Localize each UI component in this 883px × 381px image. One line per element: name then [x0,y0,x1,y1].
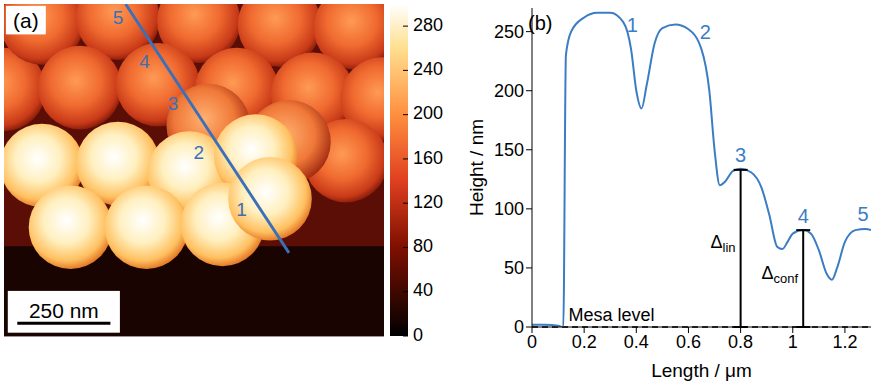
svg-text:(a): (a) [13,9,39,32]
svg-text:50: 50 [504,258,524,278]
svg-text:Length / μm: Length / μm [651,360,752,381]
svg-text:5: 5 [113,7,124,28]
svg-text:0.2: 0.2 [572,332,597,352]
svg-text:80: 80 [413,236,433,256]
svg-text:2: 2 [700,21,711,43]
html-text:(b): (b) [528,12,553,34]
svg-text:Δconf: Δconf [762,263,799,286]
svg-text:280: 280 [413,15,443,35]
svg-text:250: 250 [494,22,524,42]
svg-text:0.6: 0.6 [676,332,701,352]
svg-text:4: 4 [798,205,809,227]
svg-text:2: 2 [193,142,204,163]
svg-text:Δlin: Δlin [711,232,736,255]
svg-text:4: 4 [139,51,150,72]
svg-text:1: 1 [788,332,798,352]
svg-text:Height / nm: Height / nm [466,119,487,216]
svg-text:3: 3 [735,144,746,166]
svg-text:5: 5 [858,203,869,225]
svg-text:1: 1 [627,14,638,36]
svg-text:0.4: 0.4 [624,332,649,352]
svg-text:1.2: 1.2 [832,332,857,352]
svg-text:Mesa level: Mesa level [569,305,655,325]
svg-text:0: 0 [413,325,423,345]
svg-text:200: 200 [494,81,524,101]
svg-text:0: 0 [527,332,537,352]
svg-text:150: 150 [494,140,524,160]
svg-text:0.8: 0.8 [728,332,753,352]
svg-text:3: 3 [168,93,179,114]
svg-text:200: 200 [413,103,443,123]
svg-text:250 nm: 250 nm [29,299,99,322]
svg-text:100: 100 [494,199,524,219]
svg-text:120: 120 [413,192,443,212]
svg-text:40: 40 [413,280,433,300]
svg-text:160: 160 [413,148,443,168]
svg-text:240: 240 [413,59,443,79]
svg-text:0: 0 [514,317,524,337]
svg-text:1: 1 [236,199,247,220]
